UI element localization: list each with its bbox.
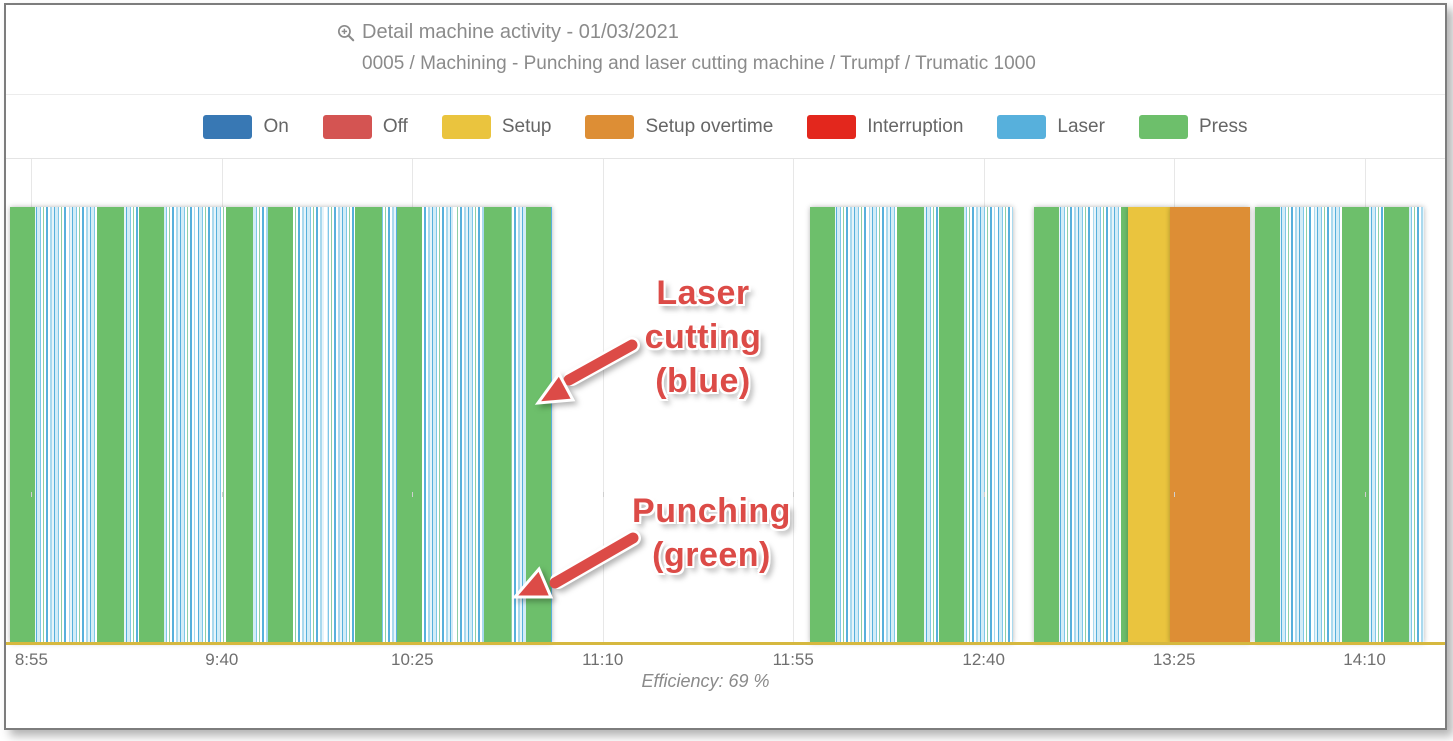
tick-label-10:25: 10:25	[391, 650, 434, 669]
legend-label: Press	[1198, 116, 1248, 137]
segment-setup-overtime-13:24[interactable]	[1169, 207, 1251, 643]
tick-label-9:40: 9:40	[205, 650, 239, 669]
legend-label: On	[263, 116, 289, 137]
legend-item-laser[interactable]: Laser	[997, 115, 1105, 139]
annotation-punching: Punching (green)	[604, 489, 819, 577]
tick-label-13:25: 13:25	[1152, 650, 1196, 669]
legend-label: Off	[382, 116, 408, 137]
legend-swatch	[441, 115, 491, 139]
segment-setup-13:14[interactable]	[1127, 207, 1170, 643]
tick-label-14:10: 14:10	[1343, 650, 1386, 669]
tick-label-12:40: 12:40	[962, 650, 1005, 669]
legend-item-press[interactable]: Press	[1138, 115, 1248, 139]
tick-8:55	[31, 492, 33, 497]
tick-label-11:55: 11:55	[772, 650, 814, 669]
chart-subtitle: 0005 / Machining - Punching and laser cu…	[362, 53, 1036, 74]
legend-item-setup-overtime[interactable]: Setup overtime	[585, 115, 773, 139]
segment-press-laser-11:59[interactable]	[810, 207, 1014, 643]
annotation-line: Laser	[656, 274, 750, 312]
legend-swatch	[1138, 115, 1188, 139]
timeline-chart	[6, 158, 1445, 645]
legend-label: Setup	[501, 116, 552, 137]
legend: On Off Setup Setup overtime Interruption Lase…	[6, 96, 1445, 158]
baseline	[6, 642, 1445, 645]
tick-label-11:10: 11:10	[582, 650, 624, 669]
magnifier-plus-icon[interactable]	[337, 24, 355, 42]
legend-item-interruption[interactable]: Interruption	[807, 115, 963, 139]
tick-12:40	[983, 492, 985, 497]
annotation-line: cutting	[644, 318, 762, 356]
segment-press-laser-8:50[interactable]	[10, 207, 552, 643]
legend-swatch	[997, 115, 1047, 139]
annotation-line: Punching	[632, 492, 791, 530]
legend-item-setup[interactable]: Setup	[441, 115, 552, 139]
chart-title: Detail machine activity - 01/03/2021	[362, 21, 679, 43]
tick-13:25	[1174, 492, 1176, 497]
tick-label-8:55: 8:55	[14, 650, 48, 669]
legend-label: Interruption	[867, 116, 964, 137]
legend-label: Setup overtime	[645, 116, 774, 137]
tick-14:10	[1364, 492, 1366, 497]
tick-10:25	[412, 492, 414, 497]
annotation-line: (blue)	[655, 362, 751, 400]
panel: Detail machine activity - 01/03/2021 000…	[4, 3, 1447, 730]
annotation-line: (green)	[652, 536, 771, 574]
annotation-laser-cutting: Laser cutting (blue)	[618, 271, 788, 403]
gridline-11:55	[793, 159, 795, 642]
tick-11:10	[602, 492, 604, 497]
chart-header: Detail machine activity - 01/03/2021 000…	[6, 5, 1445, 95]
legend-label: Laser	[1057, 116, 1105, 137]
plot-area	[6, 207, 1445, 643]
tick-9:40	[221, 492, 223, 497]
legend-swatch	[203, 115, 253, 139]
tick-11:55	[793, 492, 795, 497]
segment-press-laser-13:44[interactable]	[1254, 207, 1424, 643]
efficiency-label: Efficiency: 69 %	[641, 671, 770, 691]
legend-swatch	[322, 115, 372, 139]
legend-item-on[interactable]: On	[203, 115, 289, 139]
legend-swatch	[807, 115, 857, 139]
segment-press-laser-12:52[interactable]	[1034, 207, 1128, 643]
legend-swatch	[585, 115, 635, 139]
legend-item-off[interactable]: Off	[322, 115, 408, 139]
gridline-11:10	[602, 159, 604, 642]
x-axis: 8:55 9:40 10:25 11:10 11:55 12:40 13:25 14:10	[6, 646, 1445, 670]
